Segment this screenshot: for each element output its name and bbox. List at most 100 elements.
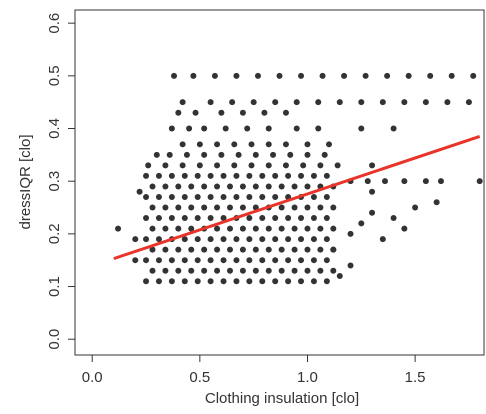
point	[304, 183, 311, 190]
point	[276, 72, 283, 79]
plot-frame	[74, 9, 485, 356]
point	[233, 278, 240, 285]
point	[207, 193, 214, 200]
point	[162, 267, 169, 274]
point	[287, 151, 294, 158]
point	[282, 162, 289, 169]
point	[153, 151, 160, 158]
point	[155, 257, 162, 264]
point	[235, 151, 242, 158]
point	[246, 215, 253, 222]
point	[149, 225, 156, 232]
point	[265, 162, 272, 169]
point	[323, 193, 330, 200]
point	[194, 215, 201, 222]
point	[291, 246, 298, 253]
point	[162, 183, 169, 190]
point	[265, 246, 272, 253]
point	[427, 72, 434, 79]
point	[239, 246, 246, 253]
point	[379, 99, 386, 106]
point	[175, 109, 182, 116]
point	[358, 99, 365, 106]
point	[252, 204, 259, 211]
point	[214, 246, 221, 253]
point	[207, 172, 214, 179]
point	[291, 183, 298, 190]
point	[422, 178, 429, 185]
point	[168, 125, 175, 132]
point	[192, 109, 199, 116]
point	[310, 172, 317, 179]
point	[168, 257, 175, 264]
point	[304, 225, 311, 232]
point	[220, 172, 227, 179]
point	[470, 72, 477, 79]
point	[149, 204, 156, 211]
point	[175, 183, 182, 190]
point	[143, 278, 150, 285]
point	[317, 204, 324, 211]
y-tick-label: 0.0	[46, 329, 63, 350]
point	[175, 246, 182, 253]
point	[183, 151, 190, 158]
point	[248, 162, 255, 169]
point	[143, 193, 150, 200]
point	[291, 225, 298, 232]
point	[347, 230, 354, 237]
point	[179, 141, 186, 148]
point	[364, 178, 371, 185]
point	[239, 204, 246, 211]
point	[401, 225, 408, 232]
point	[252, 225, 259, 232]
point	[149, 183, 156, 190]
point	[220, 278, 227, 285]
point	[298, 236, 305, 243]
point	[317, 246, 324, 253]
point	[272, 172, 279, 179]
point	[362, 72, 369, 79]
point	[179, 162, 186, 169]
point	[233, 193, 240, 200]
y-tick-label: 0.3	[46, 171, 63, 192]
point	[323, 172, 330, 179]
point	[310, 215, 317, 222]
point	[285, 278, 292, 285]
point	[188, 183, 195, 190]
point	[381, 178, 388, 185]
point	[265, 183, 272, 190]
point	[226, 225, 233, 232]
point	[229, 99, 236, 106]
point	[218, 151, 225, 158]
point	[194, 193, 201, 200]
point	[214, 204, 221, 211]
point	[132, 236, 139, 243]
point	[188, 267, 195, 274]
point	[186, 125, 193, 132]
point	[282, 109, 289, 116]
point	[145, 162, 152, 169]
point	[259, 257, 266, 264]
fit-line	[113, 134, 481, 261]
point	[218, 109, 225, 116]
point	[207, 278, 214, 285]
point	[201, 125, 208, 132]
point	[201, 204, 208, 211]
x-tick-label: 0.0	[82, 369, 103, 386]
point	[433, 199, 440, 206]
point	[323, 278, 330, 285]
point	[347, 262, 354, 269]
point	[285, 172, 292, 179]
point	[201, 267, 208, 274]
point	[231, 141, 238, 148]
point	[155, 215, 162, 222]
point	[194, 278, 201, 285]
point	[330, 225, 337, 232]
point	[201, 246, 208, 253]
point	[254, 72, 261, 79]
point	[341, 72, 348, 79]
point	[226, 267, 233, 274]
point	[214, 267, 221, 274]
point	[310, 257, 317, 264]
point	[246, 193, 253, 200]
